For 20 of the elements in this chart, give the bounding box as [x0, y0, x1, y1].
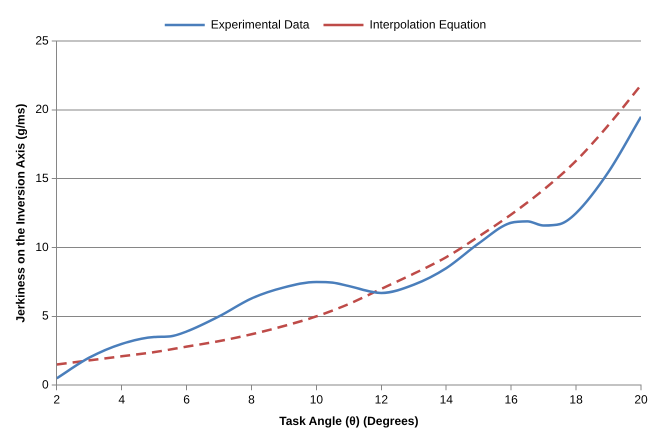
y-tick-label: 25 [35, 33, 50, 48]
y-tick-label: 15 [35, 170, 50, 185]
x-tick-label: 20 [634, 392, 648, 407]
y-tick-label: 5 [42, 308, 50, 323]
x-tick-label: 18 [569, 392, 584, 407]
y-tick-label: 10 [35, 240, 50, 254]
x-tick-label: 6 [183, 392, 190, 407]
x-tick-label: 2 [53, 392, 60, 407]
legend-label: Interpolation Equation [369, 17, 486, 32]
y-tick-label: 0 [42, 378, 50, 392]
x-tick-label: 10 [310, 392, 324, 407]
x-tick-label: 12 [374, 392, 388, 407]
x-tick-label: 8 [248, 392, 256, 407]
y-axis-title: Jerkiness on the Inversion Axis (g/ms) [14, 104, 28, 323]
x-tick-label: 14 [440, 392, 454, 407]
x-axis-title: Task Angle (θ) (Degrees) [279, 414, 418, 428]
x-tick-label: 4 [118, 392, 126, 407]
legend-label: Experimental Data [210, 17, 310, 32]
x-tick-label: 16 [504, 392, 518, 407]
y-tick-label: 20 [35, 102, 50, 116]
